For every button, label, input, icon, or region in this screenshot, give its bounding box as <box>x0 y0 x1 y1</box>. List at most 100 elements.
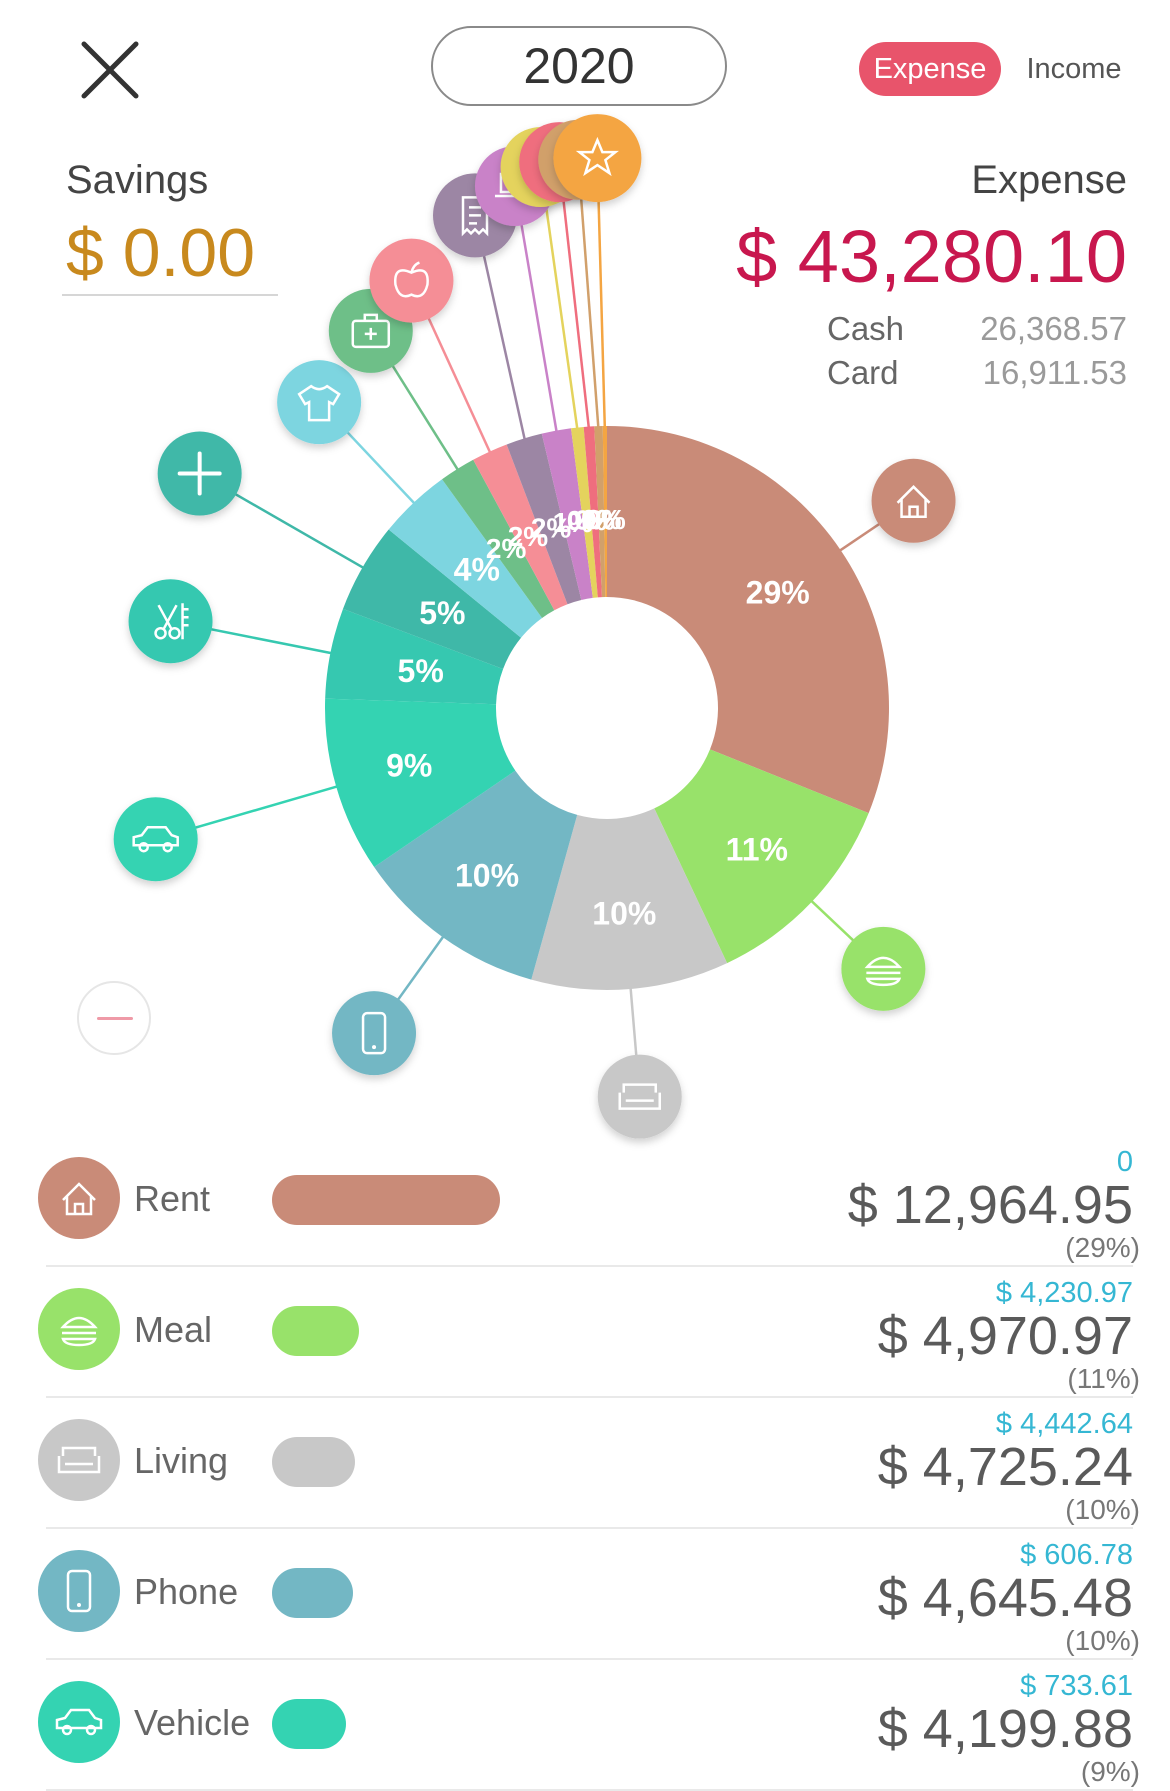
category-bar <box>272 1306 360 1356</box>
bubble-shirt-icon[interactable] <box>277 360 362 445</box>
bubble-scissors-icon[interactable] <box>128 579 213 664</box>
phone-icon <box>361 1011 387 1055</box>
slice-favorite[interactable] <box>602 426 607 598</box>
category-row-living[interactable]: Living $ 4,442.64 $ 4,725.24 (10%) <box>0 1398 1170 1529</box>
slice-add[interactable] <box>343 529 522 669</box>
bubble-circle <box>841 926 926 1011</box>
bubble-plus-icon[interactable] <box>157 431 242 516</box>
category-bar <box>272 1175 500 1225</box>
bubble-circle <box>332 991 417 1076</box>
category-amount: $ 4,199.88 <box>877 1699 1133 1759</box>
bubble-apple-icon[interactable] <box>369 238 454 323</box>
slice-pct-label: 9% <box>386 748 432 784</box>
car-icon <box>132 825 179 853</box>
expense-total: $ 43,280.10 <box>736 215 1127 298</box>
slice-rent[interactable] <box>607 426 889 814</box>
category-name: Vehicle <box>134 1702 251 1743</box>
slice-phone[interactable] <box>374 770 578 980</box>
burger-icon <box>864 956 903 987</box>
savings-value: $ 0.00 <box>66 215 256 291</box>
slice-pct-label: 4% <box>454 552 500 588</box>
slice-fruit[interactable] <box>473 444 568 611</box>
row-divider <box>46 1265 1133 1267</box>
slice-clothes[interactable] <box>388 479 543 638</box>
slice-pct-label: 0% <box>585 504 626 535</box>
slice-vehicle[interactable] <box>325 698 516 868</box>
card-label: Card <box>827 354 899 391</box>
house-icon <box>62 1182 96 1216</box>
apple-icon <box>394 261 429 298</box>
category-name: Phone <box>134 1571 239 1612</box>
star-icon <box>575 136 619 177</box>
slice-small-3[interactable] <box>594 426 606 598</box>
receipt-icon <box>461 196 489 237</box>
category-row-meal[interactable]: Meal $ 4,230.97 $ 4,970.97 (11%) <box>0 1267 1170 1398</box>
bubble-burger-icon[interactable] <box>841 926 926 1011</box>
bubble-circle <box>871 458 956 543</box>
bubble-house-icon[interactable] <box>871 458 956 543</box>
close-icon[interactable] <box>78 38 142 102</box>
category-name: Rent <box>134 1178 211 1219</box>
bubble-circle <box>128 579 213 664</box>
bubble-circle <box>597 1054 682 1139</box>
category-amount: $ 4,645.48 <box>877 1568 1133 1628</box>
sofa-icon <box>57 1446 101 1474</box>
first-aid-icon <box>351 313 391 349</box>
slice-small-1[interactable] <box>570 426 598 598</box>
slice-pct-label: 2% <box>508 521 549 552</box>
category-amount: $ 4,970.97 <box>877 1306 1133 1366</box>
income-tab[interactable]: Income <box>1026 53 1122 85</box>
category-percent: (10%) <box>1065 1625 1140 1656</box>
category-row-phone[interactable]: Phone $ 606.78 $ 4,645.48 (10%) <box>0 1529 1170 1660</box>
category-percent: (9%) <box>1080 1756 1140 1787</box>
category-row-vehicle[interactable]: Vehicle $ 733.61 $ 4,199.88 (9%) <box>0 1660 1170 1791</box>
phone-icon <box>66 1569 92 1613</box>
slice-pct-label: 5% <box>419 595 465 631</box>
bubble-phone-icon[interactable] <box>332 991 417 1076</box>
bubble-circle <box>553 114 642 203</box>
category-percent: (29%) <box>1065 1232 1140 1263</box>
category-budget: $ 733.61 <box>1020 1670 1133 1702</box>
slice-receipt[interactable] <box>506 433 582 605</box>
bubble-star-icon[interactable] <box>553 114 642 203</box>
slice-pct-label: 1% <box>553 507 594 538</box>
connector-line <box>596 158 607 433</box>
category-bar <box>272 1437 355 1487</box>
slice-living[interactable] <box>531 808 728 991</box>
bubble-sofa-icon[interactable] <box>597 1054 682 1139</box>
category-name: Living <box>134 1440 229 1481</box>
shirt-icon <box>297 384 341 422</box>
slice-pct-label: 11% <box>726 831 788 867</box>
slice-pct-label: 10% <box>455 857 519 893</box>
bubble-circle <box>277 360 362 445</box>
expense-tab[interactable]: Expense <box>859 42 1001 96</box>
category-budget: $ 4,442.64 <box>995 1408 1133 1440</box>
bubble-car-icon[interactable] <box>113 797 198 882</box>
slice-hair[interactable] <box>325 608 504 705</box>
category-icon-circle <box>38 1419 120 1501</box>
cash-label: Cash <box>827 310 905 347</box>
savings-underline <box>62 294 278 296</box>
year-selector[interactable]: 2020 <box>431 26 727 106</box>
expense-donut-chart: 29%11%10%10%9%5%5%4%2%2%2%1%0%0%0%0% <box>113 114 956 1139</box>
category-row-rent[interactable]: Rent 0 $ 12,964.95 (29%) <box>0 1136 1170 1267</box>
connector-line <box>539 166 580 434</box>
slice-small-2[interactable] <box>583 426 602 598</box>
house-icon <box>896 485 931 519</box>
slice-laptop[interactable] <box>541 428 593 601</box>
row-divider <box>46 1658 1133 1660</box>
slice-pct-label: 10% <box>592 895 656 931</box>
slice-meal[interactable] <box>654 749 869 964</box>
category-percent: (10%) <box>1065 1494 1140 1525</box>
slice-pct-label: 2% <box>531 512 572 543</box>
collapse-button[interactable] <box>77 981 151 1055</box>
bubble-circle <box>369 238 454 323</box>
slice-pct-label: 29% <box>746 575 810 611</box>
category-budget: $ 4,230.97 <box>995 1277 1133 1309</box>
category-icon-circle <box>38 1157 120 1239</box>
car-icon <box>55 1708 103 1736</box>
card-value: 16,911.53 <box>982 354 1127 391</box>
slice-pct-label: 5% <box>398 653 444 689</box>
slice-medical[interactable] <box>442 459 555 618</box>
connector-line <box>557 161 591 433</box>
